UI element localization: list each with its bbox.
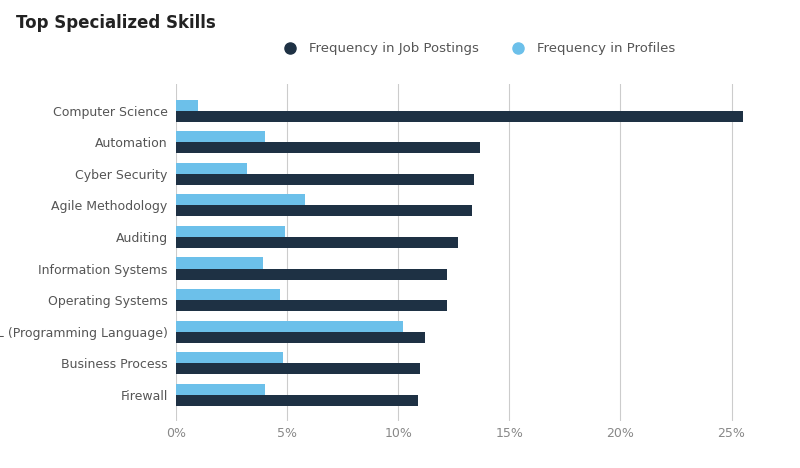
Bar [176,332,425,343]
Bar [176,289,281,300]
Text: Top Specialized Skills: Top Specialized Skills [16,14,216,32]
Bar [176,321,402,332]
Bar [176,300,447,311]
Bar [176,395,418,406]
Bar [176,384,265,395]
Bar [176,110,742,122]
Bar [176,142,481,153]
Bar [176,269,447,279]
Bar [176,226,285,237]
Bar [176,163,247,174]
Bar [176,174,474,185]
Bar [176,100,198,110]
Bar [176,205,471,216]
Legend: Frequency in Job Postings, Frequency in Profiles: Frequency in Job Postings, Frequency in … [272,37,680,60]
Bar [176,257,262,269]
Bar [176,363,421,374]
Bar [176,194,305,205]
Bar [176,131,265,142]
Bar [176,352,282,363]
Bar [176,237,458,248]
